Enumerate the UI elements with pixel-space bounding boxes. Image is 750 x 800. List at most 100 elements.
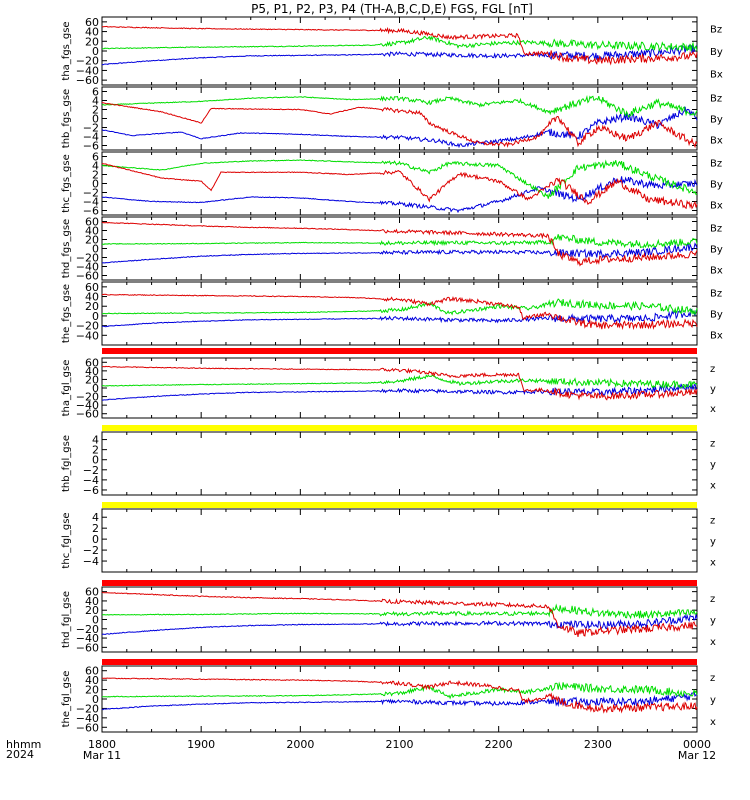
y-axis-label: thd_fgl_gse xyxy=(61,591,72,648)
y-tick-label: −40 xyxy=(76,64,99,77)
series-y xyxy=(101,298,698,316)
y-tick-label: 4 xyxy=(92,160,99,173)
y-axis-label: the_fgs_gse xyxy=(61,284,72,343)
panel-frame xyxy=(101,86,698,151)
legend-entry: z xyxy=(710,364,715,375)
y-tick-label: 20 xyxy=(85,684,99,697)
y-tick-label: 0 xyxy=(92,454,99,467)
series-z xyxy=(101,101,698,149)
y-axis-label: thd_fgs_gse xyxy=(61,219,72,278)
y-tick-label: 60 xyxy=(85,356,99,369)
series-x xyxy=(101,308,698,328)
state-bar xyxy=(102,425,697,431)
state-bar xyxy=(102,659,697,665)
bottom-label-year: 2024 xyxy=(6,748,34,761)
y-tick-label: 60 xyxy=(85,216,99,229)
y-tick-label: −6 xyxy=(83,140,99,153)
legend-entry: Bz xyxy=(710,94,722,105)
y-tick-label: −2 xyxy=(83,544,99,557)
series-y xyxy=(101,603,698,620)
x-tick-label: 0000 xyxy=(683,738,711,751)
legend-entry: By xyxy=(710,47,723,58)
time-axis: 1800 1900 2000 2100 2200 2300 0000 Mar 11 Mar 12 xyxy=(83,738,716,762)
y-tick-label: −4 xyxy=(83,474,99,487)
legend-entry: x xyxy=(710,481,716,492)
series-y xyxy=(102,374,698,390)
y-tick-label: 2 xyxy=(92,104,99,117)
y-tick-label: −40 xyxy=(76,261,99,274)
legend-entry: x xyxy=(710,637,716,648)
legend-entry: Bz xyxy=(710,24,722,35)
y-tick-label: 2 xyxy=(92,169,99,182)
legend-entry: Bz xyxy=(710,224,722,235)
series-x xyxy=(101,613,698,636)
y-tick-label: 40 xyxy=(85,595,99,608)
y-tick-label: 60 xyxy=(85,586,99,599)
y-tick-label: −4 xyxy=(83,131,99,144)
series-z xyxy=(101,591,698,637)
y-tick-label: −20 xyxy=(76,391,99,404)
panel-frame xyxy=(101,16,698,86)
y-tick-label: 4 xyxy=(92,95,99,108)
y-tick-label: 0 xyxy=(92,178,99,191)
y-tick-label: 40 xyxy=(85,674,99,687)
x-date-label: Mar 11 xyxy=(83,749,121,762)
y-tick-label: 40 xyxy=(85,291,99,304)
y-tick-label: −20 xyxy=(76,623,99,636)
series-x xyxy=(101,44,698,66)
y-tick-label: 4 xyxy=(92,434,99,447)
series-x xyxy=(101,106,698,149)
y-tick-label: 6 xyxy=(92,151,99,164)
legend-entry: x xyxy=(710,717,716,728)
state-bar xyxy=(102,348,697,354)
x-tick-label: 2200 xyxy=(485,738,513,751)
y-tick-label: −6 xyxy=(83,484,99,497)
y-tick-label: 0 xyxy=(92,614,99,627)
legend-entry: By xyxy=(710,245,723,256)
legend-entry: y xyxy=(710,460,716,471)
series-z xyxy=(101,162,698,210)
panel-frame xyxy=(101,431,698,496)
y-tick-label: −60 xyxy=(76,270,99,283)
y-tick-label: −40 xyxy=(76,329,99,342)
series-z xyxy=(101,25,698,66)
legend-entry: z xyxy=(710,439,715,450)
panel-frame xyxy=(101,357,698,419)
y-tick-label: −40 xyxy=(76,399,99,412)
y-tick-label: 20 xyxy=(85,604,99,617)
legend-entry: Bx xyxy=(710,70,723,81)
y-tick-label: −60 xyxy=(76,74,99,87)
y-tick-label: −60 xyxy=(76,641,99,654)
legend-entry: Bx xyxy=(710,201,723,212)
legend-entry: y xyxy=(710,384,716,395)
y-tick-label: 40 xyxy=(85,225,99,238)
y-tick-label: 40 xyxy=(85,365,99,378)
x-tick-label: 2000 xyxy=(286,738,314,751)
series-y xyxy=(102,681,698,700)
series-z xyxy=(101,221,698,267)
bottom-label-hhmm: hhmm xyxy=(6,738,41,751)
state-bar xyxy=(102,502,697,508)
y-tick-label: −2 xyxy=(83,187,99,200)
y-tick-label: −4 xyxy=(83,196,99,209)
y-axis-label: tha_fgl_gse xyxy=(61,360,72,417)
legend-entry: Bx xyxy=(710,331,723,342)
y-axis-label: thb_fgl_gse xyxy=(61,435,72,492)
y-tick-label: 20 xyxy=(85,300,99,313)
legend-entry: Bz xyxy=(710,289,722,300)
state-bar xyxy=(102,580,697,586)
series-z xyxy=(101,677,698,714)
y-tick-label: 0 xyxy=(92,45,99,58)
legend-entry: z xyxy=(710,673,715,684)
series-y xyxy=(101,35,698,52)
x-tick-label: 2100 xyxy=(386,738,414,751)
y-tick-label: 0 xyxy=(92,693,99,706)
y-tick-label: −20 xyxy=(76,702,99,715)
y-tick-label: 60 xyxy=(85,665,99,678)
y-tick-label: −2 xyxy=(83,122,99,135)
y-tick-label: 60 xyxy=(85,16,99,29)
y-tick-label: −60 xyxy=(76,408,99,421)
y-tick-label: 2 xyxy=(92,522,99,535)
series-y xyxy=(101,159,698,199)
